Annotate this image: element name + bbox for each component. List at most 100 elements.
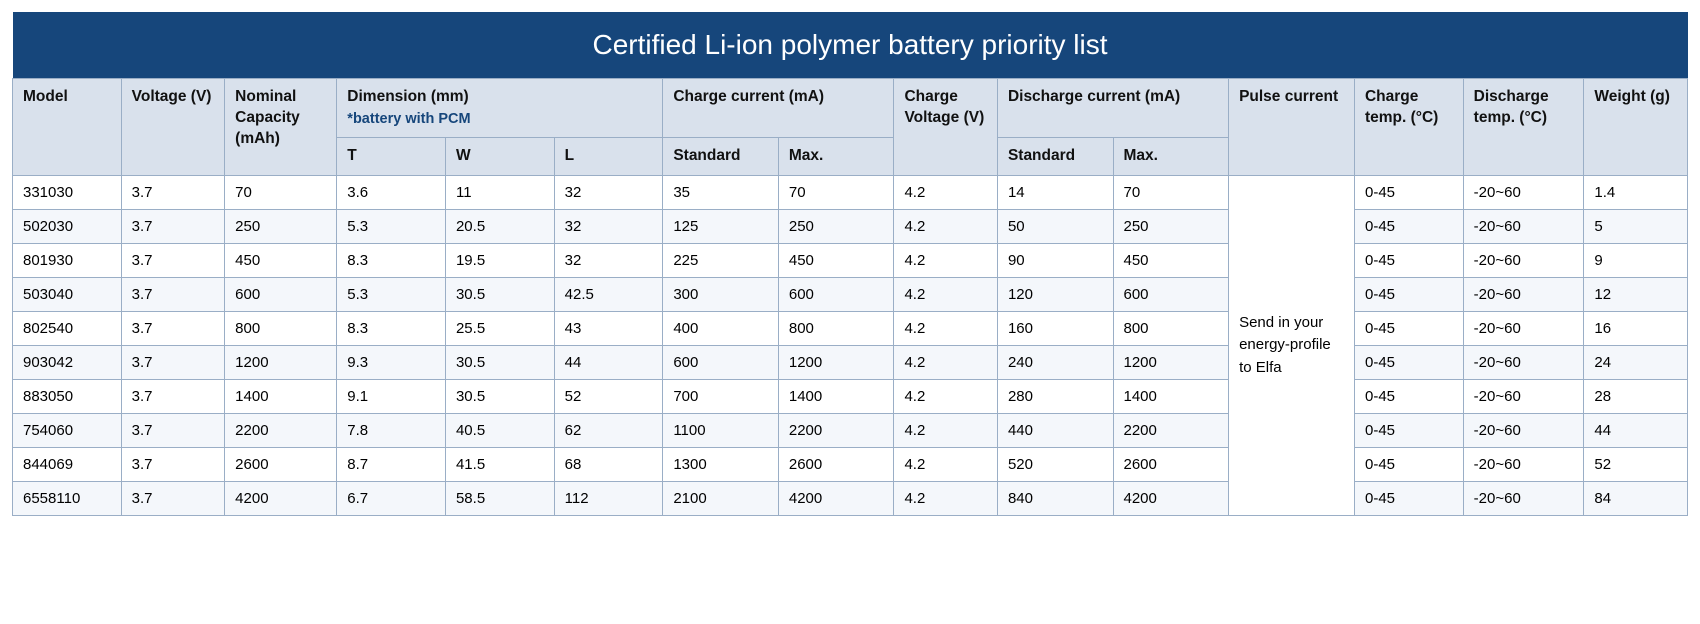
cell-w: 30.5 xyxy=(445,346,554,380)
cell-dc_max: 250 xyxy=(1113,210,1229,244)
cell-cc_std: 300 xyxy=(663,278,779,312)
cell-cv: 4.2 xyxy=(894,346,998,380)
cell-cv: 4.2 xyxy=(894,210,998,244)
cell-l: 43 xyxy=(554,312,663,346)
cell-w: 30.5 xyxy=(445,380,554,414)
cell-dc_std: 14 xyxy=(997,176,1113,210)
cell-voltage: 3.7 xyxy=(121,244,225,278)
cell-dt: -20~60 xyxy=(1463,244,1584,278)
cell-ct: 0-45 xyxy=(1354,278,1463,312)
col-voltage: Voltage (V) xyxy=(121,78,225,175)
cell-model: 754060 xyxy=(13,414,122,448)
cell-cc_max: 70 xyxy=(778,176,894,210)
cell-capacity: 250 xyxy=(225,210,337,244)
cell-dc_max: 800 xyxy=(1113,312,1229,346)
cell-cv: 4.2 xyxy=(894,244,998,278)
cell-wt: 9 xyxy=(1584,244,1688,278)
cell-capacity: 450 xyxy=(225,244,337,278)
cell-cc_std: 700 xyxy=(663,380,779,414)
col-dimension: Dimension (mm) *battery with PCM xyxy=(337,78,663,137)
cell-l: 32 xyxy=(554,210,663,244)
table-row: 9030423.712009.330.54460012004.224012000… xyxy=(13,346,1688,380)
cell-dt: -20~60 xyxy=(1463,448,1584,482)
table-row: 8025403.78008.325.5434008004.21608000-45… xyxy=(13,312,1688,346)
cell-w: 11 xyxy=(445,176,554,210)
col-charge-current: Charge current (mA) xyxy=(663,78,894,137)
cell-t: 8.3 xyxy=(337,312,446,346)
cell-model: 903042 xyxy=(13,346,122,380)
cell-dt: -20~60 xyxy=(1463,482,1584,516)
cell-t: 5.3 xyxy=(337,278,446,312)
cell-dc_std: 160 xyxy=(997,312,1113,346)
cell-model: 883050 xyxy=(13,380,122,414)
cell-dt: -20~60 xyxy=(1463,346,1584,380)
col-dim-l: L xyxy=(554,138,663,176)
cell-dc_max: 2600 xyxy=(1113,448,1229,482)
table-row: 7540603.722007.840.562110022004.24402200… xyxy=(13,414,1688,448)
col-dc-std: Standard xyxy=(997,138,1113,176)
cell-dc_std: 520 xyxy=(997,448,1113,482)
cell-model: 6558110 xyxy=(13,482,122,516)
cell-model: 502030 xyxy=(13,210,122,244)
cell-wt: 84 xyxy=(1584,482,1688,516)
cell-wt: 12 xyxy=(1584,278,1688,312)
cell-l: 42.5 xyxy=(554,278,663,312)
cell-w: 20.5 xyxy=(445,210,554,244)
cell-model: 331030 xyxy=(13,176,122,210)
cell-cc_std: 1300 xyxy=(663,448,779,482)
table-row: 5020303.72505.320.5321252504.2502500-45-… xyxy=(13,210,1688,244)
cell-ct: 0-45 xyxy=(1354,176,1463,210)
table-row: 8440693.726008.741.568130026004.25202600… xyxy=(13,448,1688,482)
cell-w: 30.5 xyxy=(445,278,554,312)
cell-cc_max: 600 xyxy=(778,278,894,312)
cell-dc_std: 280 xyxy=(997,380,1113,414)
cell-wt: 1.4 xyxy=(1584,176,1688,210)
col-discharge-temp: Discharge temp. (°C) xyxy=(1463,78,1584,175)
cell-dc_max: 600 xyxy=(1113,278,1229,312)
cell-cv: 4.2 xyxy=(894,312,998,346)
col-discharge-current: Discharge current (mA) xyxy=(997,78,1228,137)
cell-voltage: 3.7 xyxy=(121,176,225,210)
cell-cc_std: 600 xyxy=(663,346,779,380)
cell-dc_max: 1400 xyxy=(1113,380,1229,414)
col-cc-std: Standard xyxy=(663,138,779,176)
cell-l: 32 xyxy=(554,176,663,210)
cell-w: 25.5 xyxy=(445,312,554,346)
cell-l: 32 xyxy=(554,244,663,278)
cell-cc_max: 250 xyxy=(778,210,894,244)
cell-capacity: 4200 xyxy=(225,482,337,516)
cell-capacity: 1400 xyxy=(225,380,337,414)
cell-dc_max: 70 xyxy=(1113,176,1229,210)
cell-dt: -20~60 xyxy=(1463,312,1584,346)
cell-dc_std: 90 xyxy=(997,244,1113,278)
cell-cv: 4.2 xyxy=(894,278,998,312)
cell-cc_std: 2100 xyxy=(663,482,779,516)
cell-l: 52 xyxy=(554,380,663,414)
cell-wt: 44 xyxy=(1584,414,1688,448)
col-dim-t: T xyxy=(337,138,446,176)
cell-t: 8.3 xyxy=(337,244,446,278)
cell-cc_max: 2200 xyxy=(778,414,894,448)
cell-dc_max: 4200 xyxy=(1113,482,1229,516)
cell-cc_max: 1400 xyxy=(778,380,894,414)
cell-capacity: 600 xyxy=(225,278,337,312)
cell-cc_std: 225 xyxy=(663,244,779,278)
cell-dt: -20~60 xyxy=(1463,380,1584,414)
cell-l: 62 xyxy=(554,414,663,448)
cell-dt: -20~60 xyxy=(1463,210,1584,244)
cell-capacity: 1200 xyxy=(225,346,337,380)
cell-voltage: 3.7 xyxy=(121,210,225,244)
cell-cc_max: 2600 xyxy=(778,448,894,482)
cell-t: 9.1 xyxy=(337,380,446,414)
cell-cc_std: 35 xyxy=(663,176,779,210)
cell-ct: 0-45 xyxy=(1354,448,1463,482)
cell-model: 844069 xyxy=(13,448,122,482)
col-charge-voltage: Charge Voltage (V) xyxy=(894,78,998,175)
cell-l: 68 xyxy=(554,448,663,482)
cell-l: 112 xyxy=(554,482,663,516)
cell-l: 44 xyxy=(554,346,663,380)
battery-table: Certified Li-ion polymer battery priorit… xyxy=(12,12,1688,516)
cell-t: 3.6 xyxy=(337,176,446,210)
table-title: Certified Li-ion polymer battery priorit… xyxy=(13,12,1688,78)
table-row: 5030403.76005.330.542.53006004.21206000-… xyxy=(13,278,1688,312)
